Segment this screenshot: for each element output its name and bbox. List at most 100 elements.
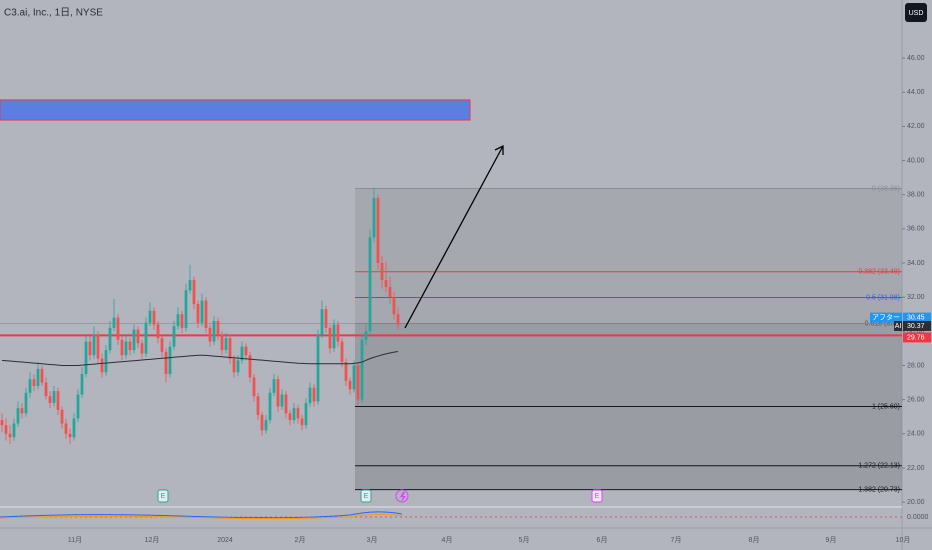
currency-button[interactable] bbox=[905, 3, 927, 22]
candle-body bbox=[244, 346, 248, 356]
candle-body bbox=[312, 387, 316, 402]
candle-body bbox=[0, 420, 4, 426]
candle-body bbox=[156, 324, 160, 339]
candle-body bbox=[4, 425, 8, 434]
candle-body bbox=[176, 314, 180, 327]
candle-body bbox=[300, 418, 304, 426]
candle-body bbox=[216, 321, 220, 335]
y-tick-label: 44.00 bbox=[907, 89, 925, 96]
candle-body bbox=[388, 286, 392, 298]
candle-body bbox=[288, 413, 292, 421]
y-tick-label: 38.00 bbox=[907, 192, 925, 199]
candle-body bbox=[164, 351, 168, 375]
indicator-label: 0.0000 bbox=[907, 514, 929, 521]
x-tick-label: 6月 bbox=[597, 536, 608, 544]
candle-body bbox=[152, 310, 156, 325]
dividend-icon bbox=[400, 492, 406, 502]
candle-body bbox=[272, 379, 276, 393]
candle-body bbox=[196, 303, 200, 323]
price-badge bbox=[903, 312, 931, 323]
candle-body bbox=[248, 355, 252, 378]
candle-body bbox=[292, 408, 296, 421]
x-tick-label: 2024 bbox=[217, 537, 233, 544]
candle-body bbox=[140, 343, 144, 354]
candle-body bbox=[212, 321, 216, 342]
indicator-signal bbox=[0, 513, 403, 519]
candle-body bbox=[284, 394, 288, 414]
y-tick-label: 26.00 bbox=[907, 396, 925, 403]
candle-body bbox=[396, 314, 400, 325]
fib-label: 1.272 (22.13) bbox=[858, 463, 900, 470]
fib-label: 0.5 (31.98) bbox=[866, 294, 900, 301]
candle-body bbox=[332, 324, 336, 349]
candle-body bbox=[364, 331, 368, 340]
candle-body bbox=[92, 334, 96, 356]
y-tick-label: 40.00 bbox=[907, 157, 925, 164]
candle-body bbox=[316, 334, 320, 402]
candle-body bbox=[52, 391, 56, 404]
candle-body bbox=[264, 420, 268, 431]
candle-body bbox=[384, 280, 388, 287]
candle-body bbox=[48, 396, 52, 404]
candle-body bbox=[32, 379, 36, 386]
y-tick-label: 42.00 bbox=[907, 123, 925, 130]
candle-body bbox=[320, 309, 324, 335]
event-marker bbox=[360, 489, 372, 503]
candle-body bbox=[360, 339, 364, 400]
candle-body bbox=[136, 329, 140, 344]
price-badge-value: 30.37 bbox=[907, 323, 925, 330]
y-tick-label: 36.00 bbox=[907, 226, 925, 233]
candle-body bbox=[12, 423, 16, 438]
candle-body bbox=[148, 310, 152, 323]
x-tick-label: 7月 bbox=[671, 536, 682, 544]
candle-body bbox=[392, 297, 396, 315]
candle-body bbox=[168, 346, 172, 375]
candle-body bbox=[180, 314, 184, 328]
candle-body bbox=[84, 341, 88, 375]
fib-label: 1 (25.60) bbox=[872, 403, 900, 410]
event-marker bbox=[591, 489, 603, 503]
arrow-head bbox=[494, 144, 504, 155]
candle-body bbox=[228, 338, 232, 359]
candle-body bbox=[304, 403, 308, 426]
price-badge-tag bbox=[870, 312, 902, 323]
candle-body bbox=[336, 324, 340, 342]
y-tick-label: 28.00 bbox=[907, 362, 925, 369]
candle-body bbox=[172, 326, 176, 347]
candle-body bbox=[208, 327, 212, 342]
y-tick-label: 32.00 bbox=[907, 294, 925, 301]
candle-body bbox=[96, 334, 100, 359]
candle-body bbox=[120, 339, 124, 356]
candle-body bbox=[56, 391, 60, 410]
candle-body bbox=[368, 237, 372, 332]
x-tick-label: 4月 bbox=[442, 536, 453, 544]
y-tick-label: 30.00 bbox=[907, 328, 925, 335]
candle-body bbox=[232, 358, 236, 373]
x-tick-label: 10月 bbox=[896, 536, 911, 544]
candle-body bbox=[372, 198, 376, 238]
candle-body bbox=[192, 280, 196, 304]
candle-body bbox=[340, 341, 344, 363]
candle-body bbox=[144, 322, 148, 354]
candle-body bbox=[8, 433, 12, 438]
candle-body bbox=[64, 423, 68, 434]
candle-body bbox=[260, 414, 264, 431]
candle-body bbox=[100, 358, 104, 373]
candle-body bbox=[132, 329, 136, 351]
candle-body bbox=[268, 392, 272, 421]
candle-body bbox=[36, 368, 40, 386]
currency-label[interactable]: USD bbox=[909, 10, 924, 17]
candle-body bbox=[76, 394, 80, 419]
moving-average bbox=[1, 350, 399, 366]
price-badge-value: 30.45 bbox=[907, 314, 925, 321]
candle-body bbox=[308, 387, 312, 404]
price-badge-tag bbox=[894, 320, 902, 331]
candle-body bbox=[356, 365, 360, 400]
candle-body bbox=[68, 433, 72, 438]
y-tick-label: 34.00 bbox=[907, 260, 925, 267]
price-badge bbox=[903, 332, 931, 343]
x-tick-label: 3月 bbox=[367, 536, 378, 544]
x-tick-label: 5月 bbox=[519, 536, 530, 544]
y-tick-label: 24.00 bbox=[907, 431, 925, 438]
